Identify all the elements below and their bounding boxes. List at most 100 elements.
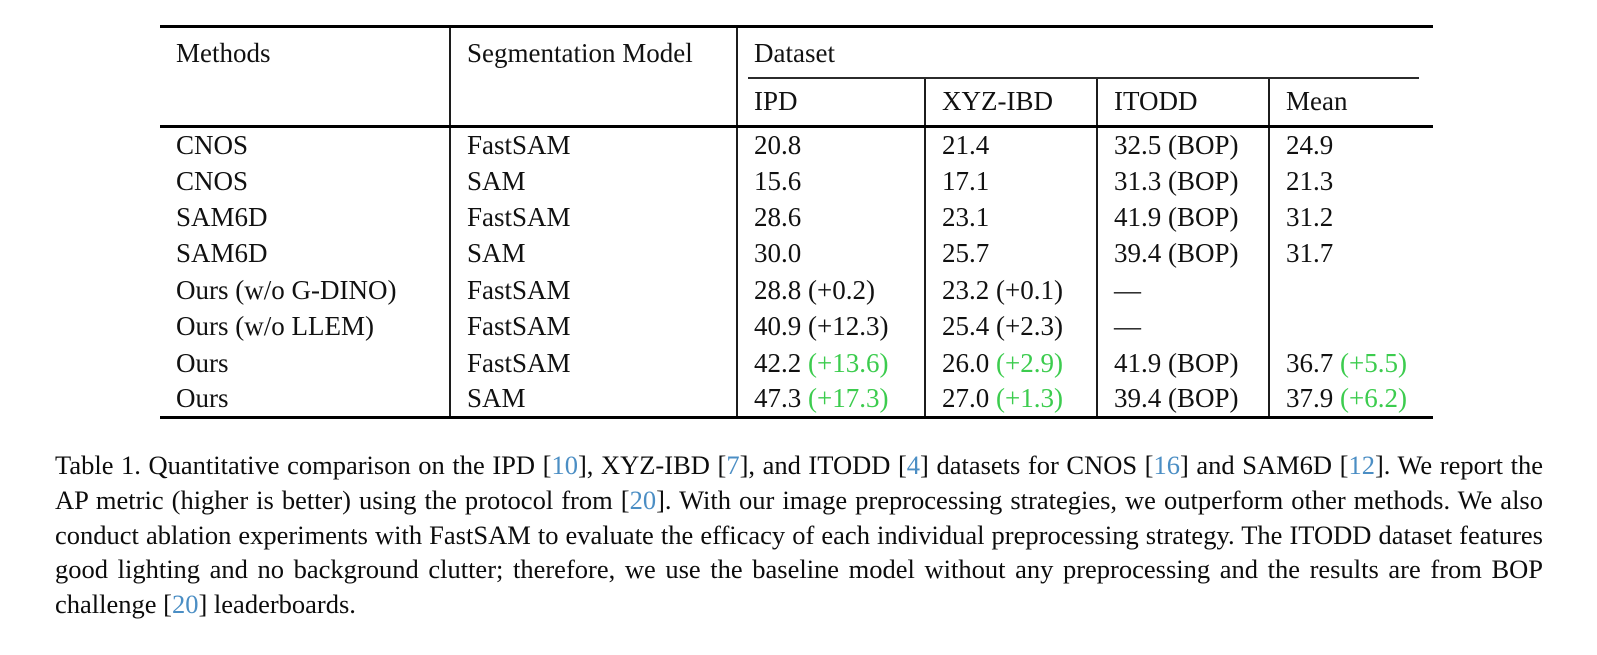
method-cell: SAM6D — [176, 201, 268, 232]
col-header-itodd: ITODD — [1096, 78, 1269, 128]
value-cell: 17.1 — [924, 162, 1097, 200]
ap-value: 37.9 — [1286, 383, 1334, 414]
ap-value: — — [1114, 311, 1141, 342]
ap-value: 25.4 — [942, 311, 990, 342]
table-row: CNOS FastSAM 20.8 21.4 32.5 (BOP) 24.9 — [160, 126, 1434, 163]
table-body: CNOS FastSAM 20.8 21.4 32.5 (BOP) 24.9 CNOS SAM… — [160, 126, 1434, 418]
ap-value: 32.5 (BOP) — [1114, 129, 1239, 160]
ap-value: 21.3 — [1286, 165, 1334, 196]
ap-value: 20.8 — [754, 129, 802, 160]
ap-value: 30.0 — [754, 238, 802, 269]
citation-ref[interactable]: 10 — [551, 450, 578, 480]
value-cell: 25.4 (+2.3) — [924, 308, 1097, 345]
value-cell: 36.7 (+5.5) — [1267, 344, 1434, 382]
caption-text: ] and SAM6D [ — [1180, 450, 1349, 480]
segmentation-model-cell: FastSAM — [449, 126, 737, 163]
col-header-dataset-group: Dataset — [735, 26, 1434, 79]
table-row: CNOS SAM 15.6 17.1 31.3 (BOP) 21.3 — [160, 162, 1434, 200]
ap-value: 24.9 — [1286, 129, 1334, 160]
value-cell: 23.1 — [924, 199, 1097, 236]
delta-value: (+0.1) — [989, 274, 1063, 305]
ap-value: 41.9 (BOP) — [1114, 201, 1239, 232]
method-cell: CNOS — [176, 165, 249, 196]
value-cell: 26.0 (+2.9) — [924, 344, 1097, 382]
ap-value: 31.2 — [1286, 201, 1334, 232]
value-cell: 31.3 (BOP) — [1096, 162, 1269, 200]
ap-value: 26.0 — [942, 347, 990, 378]
segmentation-model-cell: SAM — [449, 381, 737, 418]
ap-value: 28.8 — [754, 274, 802, 305]
delta-value: (+6.2) — [1333, 383, 1407, 414]
value-cell: 28.8 (+0.2) — [736, 272, 925, 309]
ap-value: 28.6 — [754, 201, 802, 232]
method-cell: Ours — [176, 347, 229, 378]
method-cell: Ours (w/o G-DINO) — [176, 274, 397, 305]
delta-value: (+2.9) — [989, 347, 1063, 378]
value-cell: 39.4 (BOP) — [1096, 381, 1269, 418]
caption-text: ] datasets for CNOS [ — [920, 450, 1154, 480]
segmentation-model-cell: SAM — [449, 235, 737, 273]
col-header-xyz-ibd: XYZ-IBD — [924, 78, 1097, 128]
ap-value: 25.7 — [942, 238, 990, 269]
delta-value: (+12.3) — [801, 311, 889, 342]
table-row: SAM6D SAM 30.0 25.7 39.4 (BOP) 31.7 — [160, 235, 1434, 273]
segmentation-model-cell: FastSAM — [449, 308, 737, 345]
results-table: Methods Segmentation Model Dataset IPD XY… — [160, 25, 1434, 420]
value-cell: 21.4 — [924, 126, 1097, 163]
ap-value: 23.2 — [942, 274, 990, 305]
citation-ref[interactable]: 12 — [1348, 450, 1375, 480]
ap-value: 17.1 — [942, 165, 990, 196]
value-cell: 39.4 (BOP) — [1096, 235, 1269, 273]
value-cell: 47.3 (+17.3) — [736, 381, 925, 418]
citation-ref[interactable]: 4 — [906, 450, 921, 480]
table-row: Ours (w/o G-DINO) FastSAM 28.8 (+0.2) 23.2 … — [160, 272, 1434, 309]
value-cell: 21.3 — [1267, 162, 1434, 200]
dataset-group-label: Dataset — [754, 37, 835, 68]
table-row: Ours SAM 47.3 (+17.3) 27.0 (+1.3) 39.4 (BOP)… — [160, 381, 1434, 418]
value-cell: 31.2 — [1267, 199, 1434, 236]
value-cell: 23.2 (+0.1) — [924, 272, 1097, 309]
value-cell — [1267, 272, 1434, 309]
value-cell: 32.5 (BOP) — [1096, 126, 1269, 163]
value-cell: 42.2 (+13.6) — [736, 344, 925, 382]
citation-ref[interactable]: 7 — [726, 450, 740, 480]
value-cell: 41.9 (BOP) — [1096, 344, 1269, 382]
table-row: SAM6D FastSAM 28.6 23.1 41.9 (BOP) 31.2 — [160, 199, 1434, 236]
ap-value: 23.1 — [942, 201, 990, 232]
ap-value: 40.9 — [754, 311, 802, 342]
value-cell: — — [1096, 272, 1269, 309]
ap-value: 39.4 (BOP) — [1114, 238, 1239, 269]
caption-text: ]. With our image preprocessing strategi… — [55, 484, 1543, 620]
col-header-mean: Mean — [1267, 78, 1434, 128]
value-cell: 28.6 — [736, 199, 925, 236]
delta-value: (+2.3) — [989, 311, 1063, 342]
citation-ref[interactable]: 16 — [1153, 450, 1181, 480]
ap-value: 47.3 — [754, 383, 802, 414]
table-row: Ours (w/o LLEM) FastSAM 40.9 (+12.3) 25.4 (… — [160, 308, 1434, 345]
value-cell: 40.9 (+12.3) — [736, 308, 925, 345]
ap-value: 27.0 — [942, 383, 990, 414]
caption-text: ] leaderboards. — [198, 589, 356, 620]
delta-value: (+0.2) — [801, 274, 875, 305]
segmentation-model-cell: FastSAM — [449, 344, 737, 382]
value-cell: 25.7 — [924, 235, 1097, 273]
delta-value: (+5.5) — [1333, 347, 1407, 378]
delta-value: (+1.3) — [989, 383, 1063, 414]
dataset-group-underline — [748, 76, 1420, 79]
citation-ref[interactable]: 20 — [629, 484, 657, 515]
ap-value: 21.4 — [942, 129, 990, 160]
caption-text: ]. We report the AP metric (higher is be… — [55, 450, 1543, 515]
value-cell: — — [1096, 308, 1269, 345]
value-cell: 41.9 (BOP) — [1096, 199, 1269, 236]
value-cell: 37.9 (+6.2) — [1267, 381, 1434, 418]
ap-value: 31.3 (BOP) — [1114, 165, 1239, 196]
value-cell: 24.9 — [1267, 126, 1434, 163]
citation-ref[interactable]: 20 — [171, 589, 199, 620]
method-cell: CNOS — [176, 129, 249, 160]
value-cell: 30.0 — [736, 235, 925, 273]
ap-value: — — [1114, 274, 1141, 305]
delta-value: (+17.3) — [801, 383, 889, 414]
col-header-methods: Methods — [176, 37, 271, 68]
method-cell: Ours (w/o LLEM) — [176, 311, 374, 342]
